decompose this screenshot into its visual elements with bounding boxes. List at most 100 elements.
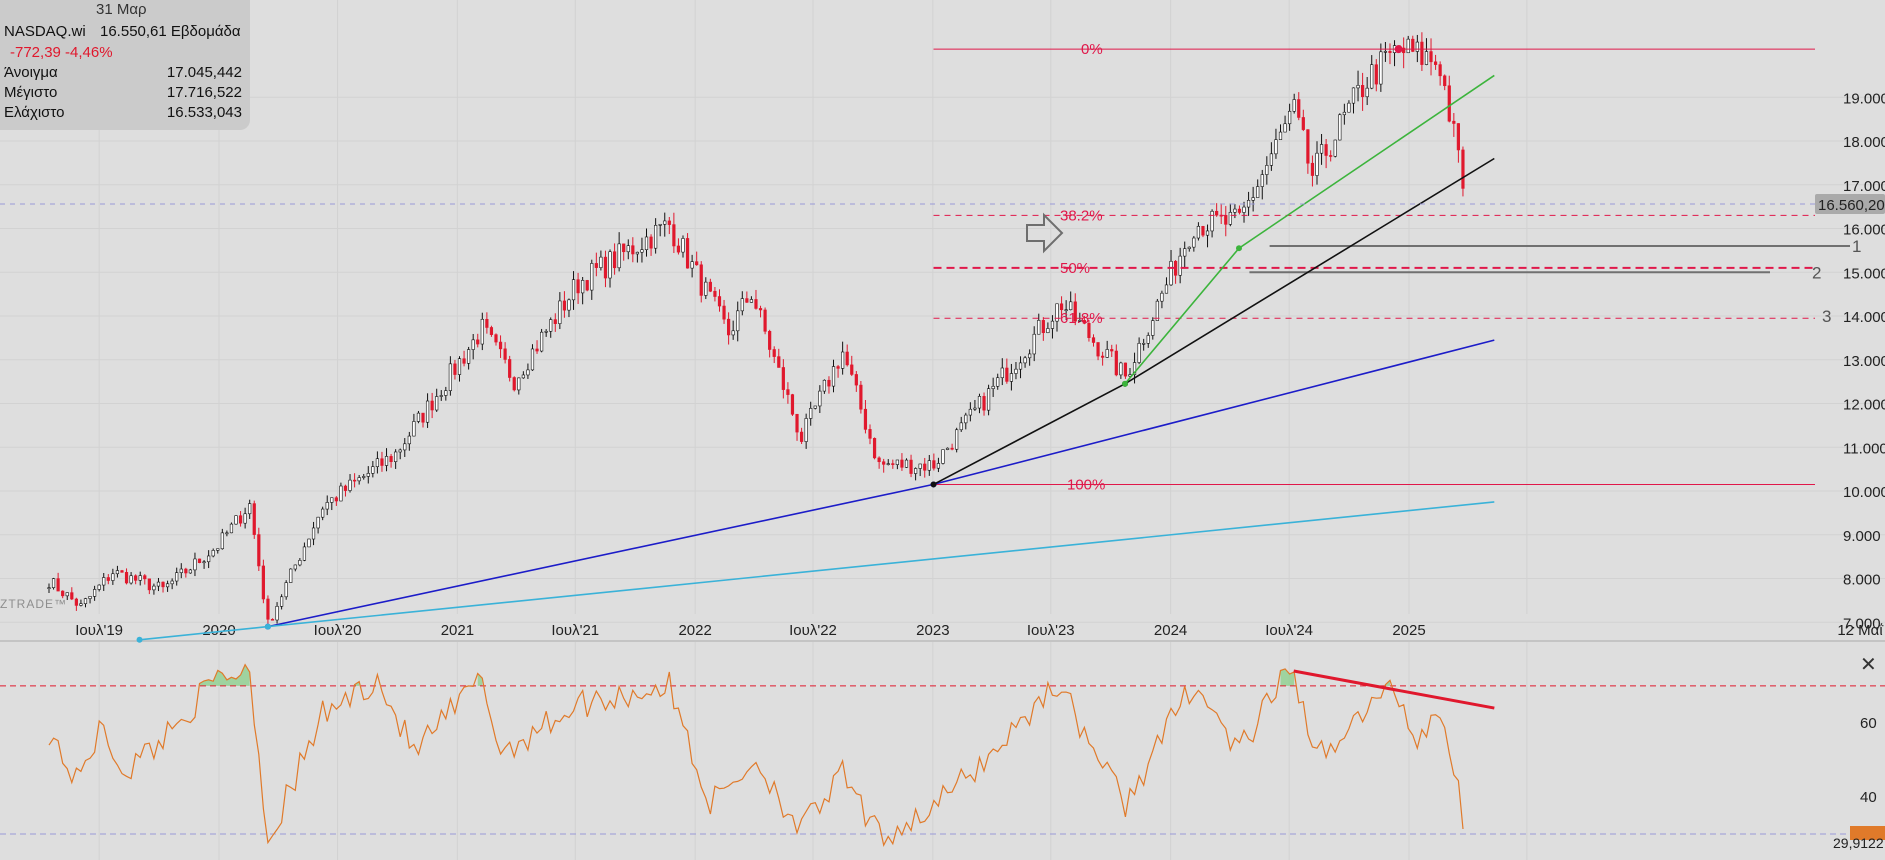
candle-body (175, 572, 179, 582)
candle-body (1114, 350, 1118, 376)
candle-body (1456, 123, 1460, 151)
candle-body (193, 558, 197, 571)
symbol-name[interactable]: NASDAQ.wi (4, 23, 86, 40)
candle-body (179, 568, 183, 573)
brand-watermark: ZTRADE™ (0, 597, 67, 611)
candle-body (996, 377, 1000, 387)
candle-body (986, 388, 991, 411)
time-tick-label: Ιουλ'20 (314, 622, 362, 639)
candle-body (275, 606, 279, 621)
candle-body (384, 456, 389, 466)
candle-body (850, 364, 854, 375)
candle-body (923, 463, 927, 471)
candle-body (1338, 114, 1342, 141)
candle-body (727, 318, 731, 336)
candle-body (1420, 41, 1424, 65)
candle-body (453, 363, 457, 375)
close-icon[interactable]: ✕ (1860, 654, 1877, 676)
candle-body (1101, 355, 1105, 358)
candle-body (863, 408, 868, 430)
candle-body (795, 413, 799, 433)
candle-body (444, 390, 448, 396)
candle-body (1324, 144, 1328, 156)
candle-body (927, 460, 931, 471)
candle-body (161, 581, 165, 588)
candle-body (407, 435, 411, 445)
candle-body (731, 330, 735, 336)
time-tick-label: 2025 (1392, 622, 1425, 639)
price-tick-label: 18.000 (1843, 134, 1885, 151)
candle-body (699, 264, 703, 296)
candle-body (1023, 357, 1027, 364)
candle-body (1351, 87, 1356, 104)
candle-body (467, 349, 471, 364)
low-value: 16.533,043 (166, 104, 242, 121)
candle-body (567, 299, 571, 311)
trendline-anchor (264, 623, 271, 630)
price-tick-label: 12.000 (1843, 397, 1885, 414)
candle-body (708, 281, 712, 292)
candle-body (120, 570, 124, 573)
candle-body (882, 461, 886, 465)
open-label: Άνοιγμα (4, 64, 58, 81)
candle-body (809, 408, 813, 419)
candle-body (1064, 309, 1068, 312)
candle-body (1196, 226, 1201, 239)
candle-body (480, 318, 484, 345)
current-price-label: 16.560,20 (1818, 197, 1885, 214)
candle-body (56, 578, 60, 592)
candle-body (238, 515, 243, 524)
candle-body (371, 466, 375, 474)
candle-body (439, 395, 443, 397)
candle-body (124, 572, 129, 584)
candle-body (47, 587, 51, 589)
support-level-label: 2 (1812, 263, 1821, 282)
candle-body (1205, 230, 1210, 236)
candle-body (389, 456, 393, 462)
candle-body (685, 238, 690, 269)
candle-body (658, 223, 662, 226)
candle-body (1233, 208, 1237, 213)
candle-body (416, 412, 421, 422)
candle-body (188, 569, 192, 574)
candle-body (859, 384, 863, 410)
rsi-value-tag (1850, 826, 1885, 840)
candle-body (1274, 139, 1278, 155)
candle-body (489, 327, 494, 335)
candle-body (804, 418, 808, 442)
candle-body (134, 575, 138, 581)
time-tick-label: 2020 (202, 622, 235, 639)
candle-body (1014, 368, 1018, 374)
low-label: Ελάχιστο (4, 104, 65, 121)
trendline-anchor (1122, 380, 1129, 387)
candle-body (991, 385, 995, 389)
candle-body (768, 331, 772, 350)
candle-body (790, 394, 795, 415)
candle-body (1433, 61, 1438, 65)
candle-body (220, 532, 224, 550)
rsi-overbought-fill (199, 664, 250, 686)
candle-body (1251, 197, 1255, 201)
fib-level-label: 50% (1060, 260, 1090, 277)
time-tick-label: 2021 (441, 622, 474, 639)
candle-body (1329, 155, 1333, 157)
candle-body (138, 575, 142, 581)
candle-body (1447, 85, 1451, 122)
candle-body (1342, 111, 1346, 116)
info-date: 31 Μαρ (96, 1, 147, 18)
rsi-overbought-fill (477, 673, 483, 686)
candle-body (1137, 342, 1141, 363)
candle-body (845, 351, 849, 366)
candle-body (740, 298, 744, 312)
candle-body (1429, 51, 1433, 63)
candle-body (936, 463, 941, 469)
rsi-divergence-line (1293, 669, 1495, 710)
candle-body (517, 377, 521, 391)
candle-body (298, 560, 302, 566)
symbol-price-interval: 16.550,61 Εβδομάδα (100, 23, 241, 40)
candle-body (512, 377, 516, 391)
candle-body (904, 459, 909, 468)
candle-body (1164, 284, 1169, 294)
candle-body (1123, 362, 1128, 377)
